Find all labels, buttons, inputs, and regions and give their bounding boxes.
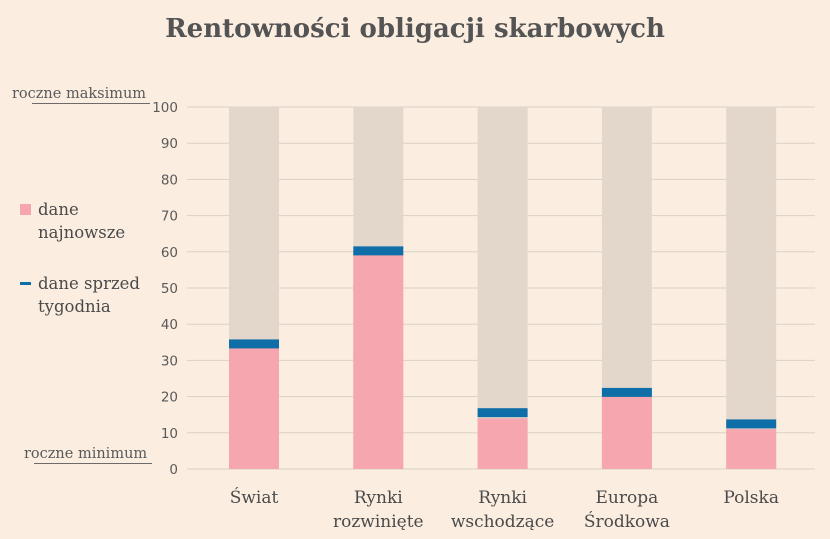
legend-label-week-ago: dane sprzed tygodnia [38,274,140,316]
latest-bar [477,418,528,469]
legend: dane najnowsze dane sprzed tygodnia [20,198,170,318]
y-tick-label: 30 [161,353,178,369]
week-ago-marker [601,387,652,397]
chart-title: Rentowności obligacji skarbowych [165,14,665,44]
legend-item-week-ago: dane sprzed tygodnia [20,272,170,318]
x-category-label: Rynki [354,488,403,508]
y-tick-label: 10 [161,426,178,442]
latest-bar [601,396,652,469]
legend-label-latest: dane najnowsze [38,200,126,242]
y-tick-label: 0 [169,462,178,478]
annual-min-label: roczne minimum [24,446,148,462]
x-category-label: Środkowa [584,511,670,532]
annual-max-label: roczne maksimum [12,86,147,102]
legend-swatch-week-ago [20,282,31,285]
y-tick-label: 80 [161,172,178,188]
legend-swatch-latest [20,204,31,215]
y-tick-label: 100 [152,100,178,116]
y-tick-label: 70 [161,209,178,225]
latest-bar [726,429,777,469]
week-ago-marker [726,419,777,429]
latest-bar [229,345,279,469]
y-tick-label: 90 [161,136,178,152]
x-category-label: Polska [723,488,779,508]
x-category-label: wschodzące [451,512,555,532]
week-ago-marker [477,408,528,418]
range-track [726,107,777,469]
x-category-label: Rynki [478,488,527,508]
week-ago-marker [229,339,279,349]
y-tick-label: 20 [161,390,178,406]
x-category-label: rozwinięte [333,512,424,532]
legend-item-latest: dane najnowsze [20,198,170,244]
y-tick-label: 50 [161,281,178,297]
x-category-label: Europa [596,488,659,508]
latest-bar [353,251,404,469]
x-category-label: Świat [230,487,279,508]
y-tick-label: 60 [161,245,178,261]
y-tick-label: 40 [161,317,178,333]
week-ago-marker [353,246,404,256]
